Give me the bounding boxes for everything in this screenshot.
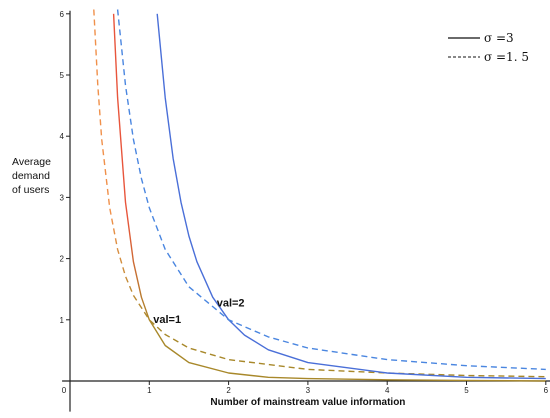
series-line-val2-sigma-3 <box>156 13 546 380</box>
x-tick-label: 3 <box>306 386 311 395</box>
x-tick-label: 1 <box>147 386 152 395</box>
series-line-val1-sigma-1.5 <box>93 9 546 378</box>
x-tick-label: 2 <box>226 386 231 395</box>
x-tick-label: 4 <box>385 386 390 395</box>
curves <box>93 9 546 382</box>
ticks: 0 1 2 3 4 5 6 1 2 3 4 5 6 <box>60 10 549 395</box>
x-tick-label: 6 <box>544 386 549 395</box>
legend: σ =3 σ =1. 5 <box>448 31 529 64</box>
y-tick-label: 4 <box>60 132 65 141</box>
legend-label: σ =3 <box>484 31 514 45</box>
x-axis-title: Number of mainstream value information <box>210 397 405 408</box>
x-tick-label: 0 <box>62 386 67 395</box>
series-line-val1-sigma-3 <box>112 13 546 382</box>
y-axis-title-line: demand <box>12 170 50 182</box>
annotation-label: val=1 <box>153 314 181 326</box>
y-tick-label: 6 <box>60 10 65 19</box>
annotation-label: val=2 <box>217 297 245 309</box>
x-tick-label: 5 <box>464 386 469 395</box>
y-tick-label: 5 <box>60 71 65 80</box>
y-tick-label: 1 <box>60 316 65 325</box>
y-tick-label: 3 <box>60 193 65 202</box>
y-axis-title-line: of users <box>12 184 49 196</box>
series-line-val2-sigma-1.5 <box>116 9 546 371</box>
axes <box>62 10 550 412</box>
y-axis-title-line: Average <box>12 156 51 168</box>
annotations: Number of mainstream value information Av… <box>12 156 405 408</box>
legend-label: σ =1. 5 <box>484 50 529 64</box>
y-tick-label: 2 <box>60 255 65 264</box>
